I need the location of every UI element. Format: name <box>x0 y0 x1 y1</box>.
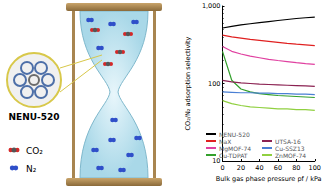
svg-text:20: 20 <box>237 164 245 172</box>
svg-text:NaX: NaX <box>219 138 231 145</box>
svg-text:0: 0 <box>220 164 224 172</box>
svg-text:1,000: 1,000 <box>202 2 221 10</box>
svg-text:60: 60 <box>274 164 282 172</box>
svg-text:40: 40 <box>255 164 263 172</box>
svg-text:Cu-SSZ13: Cu-SSZ13 <box>275 145 305 152</box>
svg-text:NENU-520: NENU-520 <box>8 112 59 122</box>
svg-text:NENU-520: NENU-520 <box>219 131 250 138</box>
svg-text:MgMOF-74: MgMOF-74 <box>219 144 252 152</box>
svg-text:10: 10 <box>212 157 221 165</box>
svg-text:N₂: N₂ <box>26 164 37 174</box>
svg-text:Bulk gas phase pressure pf / k: Bulk gas phase pressure pf / kPa <box>216 175 322 183</box>
svg-text:CO₂/N₂ adsorption selectivity: CO₂/N₂ adsorption selectivity <box>184 36 192 130</box>
svg-text:80: 80 <box>292 164 300 172</box>
svg-text:ZnMOF-74: ZnMOF-74 <box>275 152 306 159</box>
svg-text:Cu-TDPAT: Cu-TDPAT <box>219 152 248 159</box>
svg-text:100: 100 <box>309 164 321 172</box>
svg-text:UTSA-16: UTSA-16 <box>275 138 301 145</box>
svg-text:CO₂: CO₂ <box>26 146 43 156</box>
svg-text:100: 100 <box>208 80 220 88</box>
